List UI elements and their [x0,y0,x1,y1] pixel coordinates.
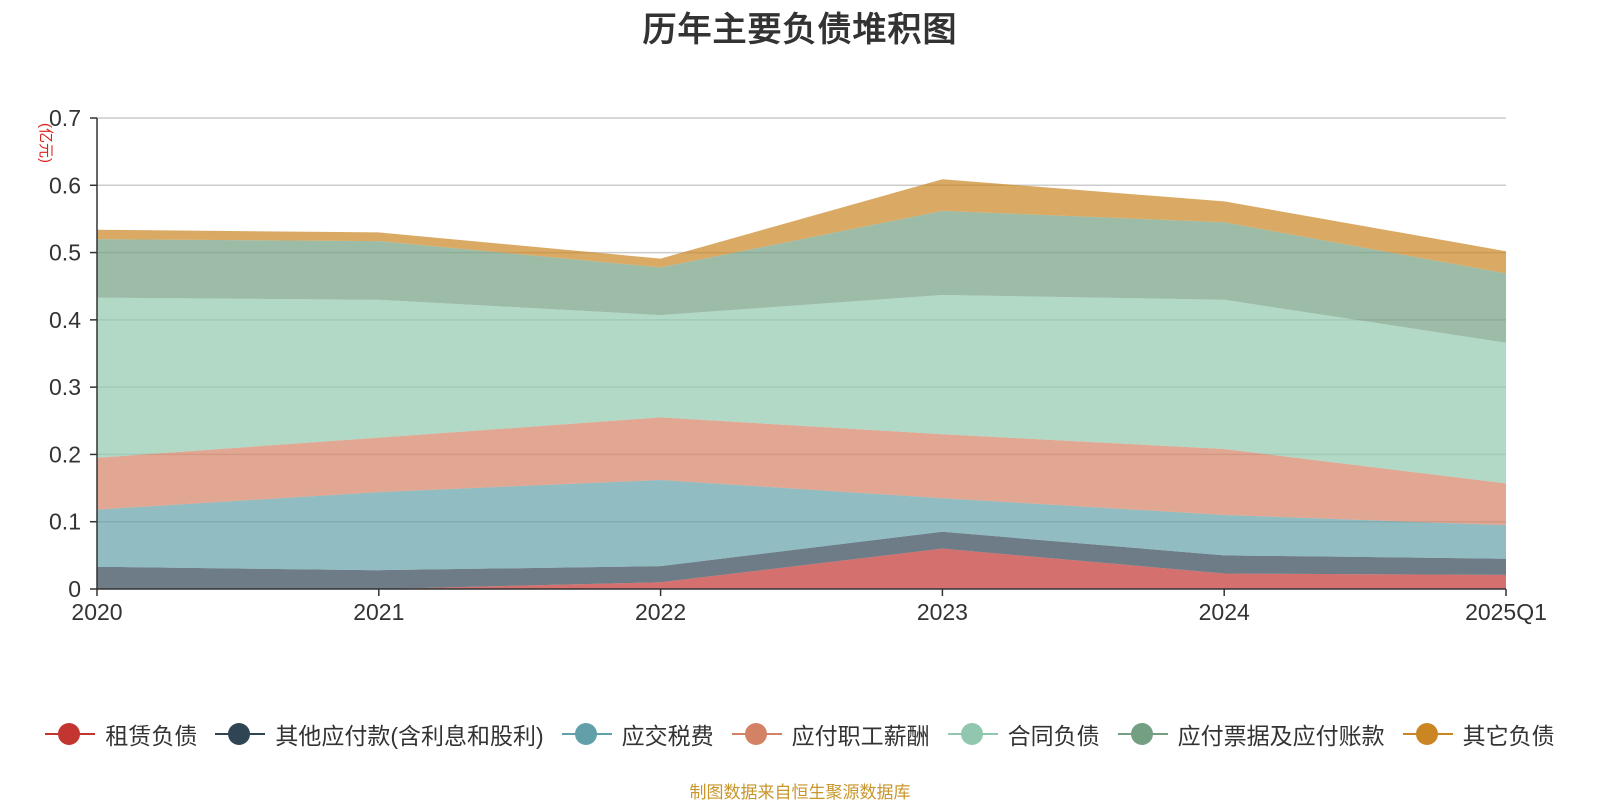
area-其它负债 [97,179,1506,274]
legend-item[interactable]: 应付票据及应付账款 [1117,717,1385,751]
x-tick-label: 2023 [917,599,968,625]
chart-title: 历年主要负债堆积图 [642,11,958,49]
y-tick-label: 0.3 [49,374,81,400]
legend-marker-icon [731,722,782,746]
area-其他应付款(含利息和股利) [97,531,1506,589]
area-合同负债 [97,295,1506,484]
legend-label: 应付票据及应付账款 [1177,723,1385,749]
x-tick-label: 2021 [353,599,404,625]
legend-marker-icon [1117,722,1168,746]
legend-label: 合同负债 [1007,723,1100,749]
area-应付职工薪酬 [97,417,1506,526]
legend-item[interactable]: 应交税费 [561,717,714,751]
area-租赁负债 [97,548,1506,589]
legend-label: 其它负债 [1462,723,1555,749]
legend: 租赁负债 其他应付款(含利息和股利) 应交税费 应付职工薪酬 合同负债 应付票据及应付账款… [0,717,1600,751]
legend-item[interactable]: 应付职工薪酬 [731,717,930,751]
legend-label: 其他应付款(含利息和股利) [275,723,544,749]
legend-marker-icon [45,722,96,746]
area-series [97,179,1506,589]
x-tick-label: 2022 [635,599,686,625]
legend-item[interactable]: 其他应付款(含利息和股利) [215,717,544,751]
source-note: 制图数据来自恒生聚源数据库 [689,783,911,802]
area-应交税费 [97,480,1506,571]
legend-marker-icon [1402,722,1453,746]
legend-marker-icon [561,722,612,746]
x-tick-label: 2024 [1199,599,1250,625]
y-tick-label: 0.2 [49,441,81,467]
legend-label: 租赁负债 [105,723,198,749]
legend-item[interactable]: 租赁负债 [45,717,197,751]
y-axis-label: (亿元) [37,123,54,163]
legend-label: 应付职工薪酬 [791,723,930,749]
y-tick-label: 0 [68,576,81,602]
y-tick-label: 0.1 [49,509,81,535]
legend-marker-icon [947,722,998,746]
legend-item[interactable]: 合同负债 [947,717,1100,751]
y-tick-label: 0.7 [49,105,81,131]
y-tick-label: 0.6 [49,172,81,198]
y-tick-label: 0.5 [49,240,81,266]
legend-marker-icon [215,722,266,746]
legend-label: 应交税费 [621,723,714,749]
y-tick-label: 0.4 [49,307,81,333]
legend-item[interactable]: 其它负债 [1402,717,1555,751]
x-tick-label: 2025Q1 [1465,599,1547,625]
x-tick-label: 2020 [71,599,122,625]
area-应付票据及应付账款 [97,210,1506,343]
axes: 0 0.1 0.2 0.3 0.4 0.5 0.6 0.7 2020 2021 2022 2023 20… [37,105,1547,625]
